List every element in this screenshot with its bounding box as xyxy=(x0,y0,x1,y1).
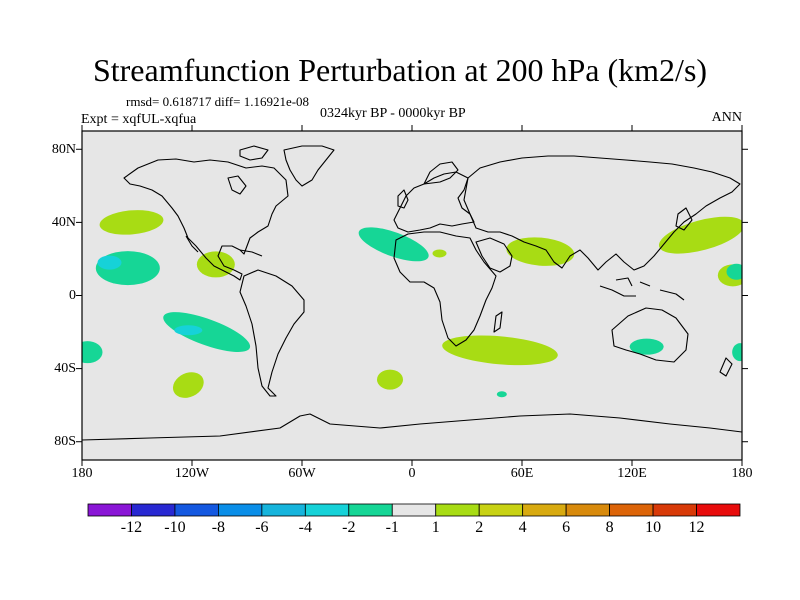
coast-cuba xyxy=(239,249,263,257)
anomaly-positive-17 xyxy=(377,369,403,390)
colorbar-label-12: 10 xyxy=(645,519,662,536)
anomaly-negative-5 xyxy=(174,325,203,336)
colorbar-swatch-8 xyxy=(435,503,480,517)
colorbar-swatch-11 xyxy=(565,503,611,517)
lat-label-40n: 40N xyxy=(51,215,76,230)
coast-greenland xyxy=(283,145,335,187)
coast-baja xyxy=(185,235,199,253)
anomaly-negative-18 xyxy=(496,391,507,398)
coast-north-america xyxy=(123,158,289,281)
colorbar-label-4: -4 xyxy=(298,519,312,536)
colorbar-swatch-6 xyxy=(348,503,393,517)
coast-hudson-bay xyxy=(227,175,247,195)
coast-africa xyxy=(393,231,497,347)
colorbar-label-1: -10 xyxy=(164,519,186,536)
anomaly-negative-4 xyxy=(163,312,251,352)
anomaly-positive-10 xyxy=(506,237,575,266)
figure-title: Streamfunction Perturbation at 200 hPa (… xyxy=(92,52,708,88)
colorbar-swatch-13 xyxy=(652,503,697,517)
map-background xyxy=(82,131,742,460)
colorbar-label-10: 6 xyxy=(562,519,571,536)
lon-label-60w: 60W xyxy=(288,466,316,481)
coast-asia xyxy=(463,155,741,271)
anomaly-negative-13 xyxy=(726,263,742,280)
lat-label-40s: 40S xyxy=(54,361,76,376)
colorbar-swatch-1 xyxy=(131,503,176,517)
experiment-label: Expt = xqfUL-xqfua xyxy=(81,112,197,127)
axis-ticks xyxy=(76,125,748,466)
coast-new-zealand xyxy=(719,357,733,377)
colorbar-swatch-9 xyxy=(478,503,524,517)
colorbar-swatch-12 xyxy=(609,503,654,517)
lat-label-eq: 0 xyxy=(69,288,76,303)
lon-label-180w: 180 xyxy=(71,466,93,481)
coast-japan xyxy=(675,207,693,231)
colorbar-swatch-2 xyxy=(174,503,219,517)
colorbar-swatch-14 xyxy=(696,503,741,517)
anomaly-negative-15 xyxy=(629,338,664,355)
coast-madagascar xyxy=(493,311,503,333)
anomaly-positive-14 xyxy=(442,335,558,366)
anomaly-layer xyxy=(82,210,742,398)
coast-australia xyxy=(611,307,689,363)
colorbar-swatch-10 xyxy=(522,503,567,517)
stats-text: rmsd= 0.618717 diff= 1.16921e-08 xyxy=(126,94,310,109)
colorbar-label-8: 2 xyxy=(475,519,484,536)
anomaly-negative-6 xyxy=(82,341,103,364)
lat-label-80s: 80S xyxy=(54,434,76,449)
colorbar-label-2: -8 xyxy=(211,519,226,536)
anomaly-negative-16 xyxy=(732,343,742,362)
coast-indonesia xyxy=(599,277,685,301)
colorbar-label-7: 1 xyxy=(431,519,440,536)
anomaly-negative-8 xyxy=(358,227,429,262)
colorbar-label-6: -1 xyxy=(385,519,399,536)
coast-antarctica xyxy=(82,413,742,441)
colorbar-swatch-3 xyxy=(217,503,263,517)
colorbar-label-9: 4 xyxy=(518,519,527,536)
coast-scandinavia xyxy=(423,161,459,185)
lat-label-80n: 80N xyxy=(51,142,76,157)
colorbar-swatch-4 xyxy=(261,503,306,517)
anomaly-positive-11 xyxy=(658,216,742,254)
anomaly-positive-7 xyxy=(172,372,204,398)
colorbar-swatch-7 xyxy=(391,503,437,517)
anomaly-positive-9 xyxy=(432,249,447,258)
colorbar xyxy=(87,503,741,517)
lon-label-0: 0 xyxy=(408,466,416,481)
period-label: 0324kyr BP - 0000kyr BP xyxy=(320,106,466,121)
colorbar-label-0: -12 xyxy=(120,519,143,536)
colorbar-label-13: 12 xyxy=(688,519,705,536)
anomaly-negative-2 xyxy=(97,255,122,270)
coast-south-america xyxy=(239,269,305,397)
season-label: ANN xyxy=(711,110,742,125)
coast-canadian-archipelago xyxy=(239,145,269,161)
coast-arabia xyxy=(475,237,513,273)
coastlines xyxy=(82,145,742,441)
lon-label-180e: 180 xyxy=(731,466,753,481)
colorbar-label-5: -2 xyxy=(342,519,356,536)
colorbar-swatch-5 xyxy=(304,503,350,517)
lon-label-60e: 60E xyxy=(510,466,534,481)
lon-label-120e: 120E xyxy=(617,466,647,481)
colorbar-swatch-0 xyxy=(87,503,132,517)
lon-label-120w: 120W xyxy=(174,466,210,481)
anomaly-positive-0 xyxy=(99,210,164,235)
colorbar-label-11: 8 xyxy=(605,519,614,536)
coast-britain xyxy=(397,189,409,209)
colorbar-label-3: -6 xyxy=(255,519,269,536)
coast-europe xyxy=(393,171,475,233)
